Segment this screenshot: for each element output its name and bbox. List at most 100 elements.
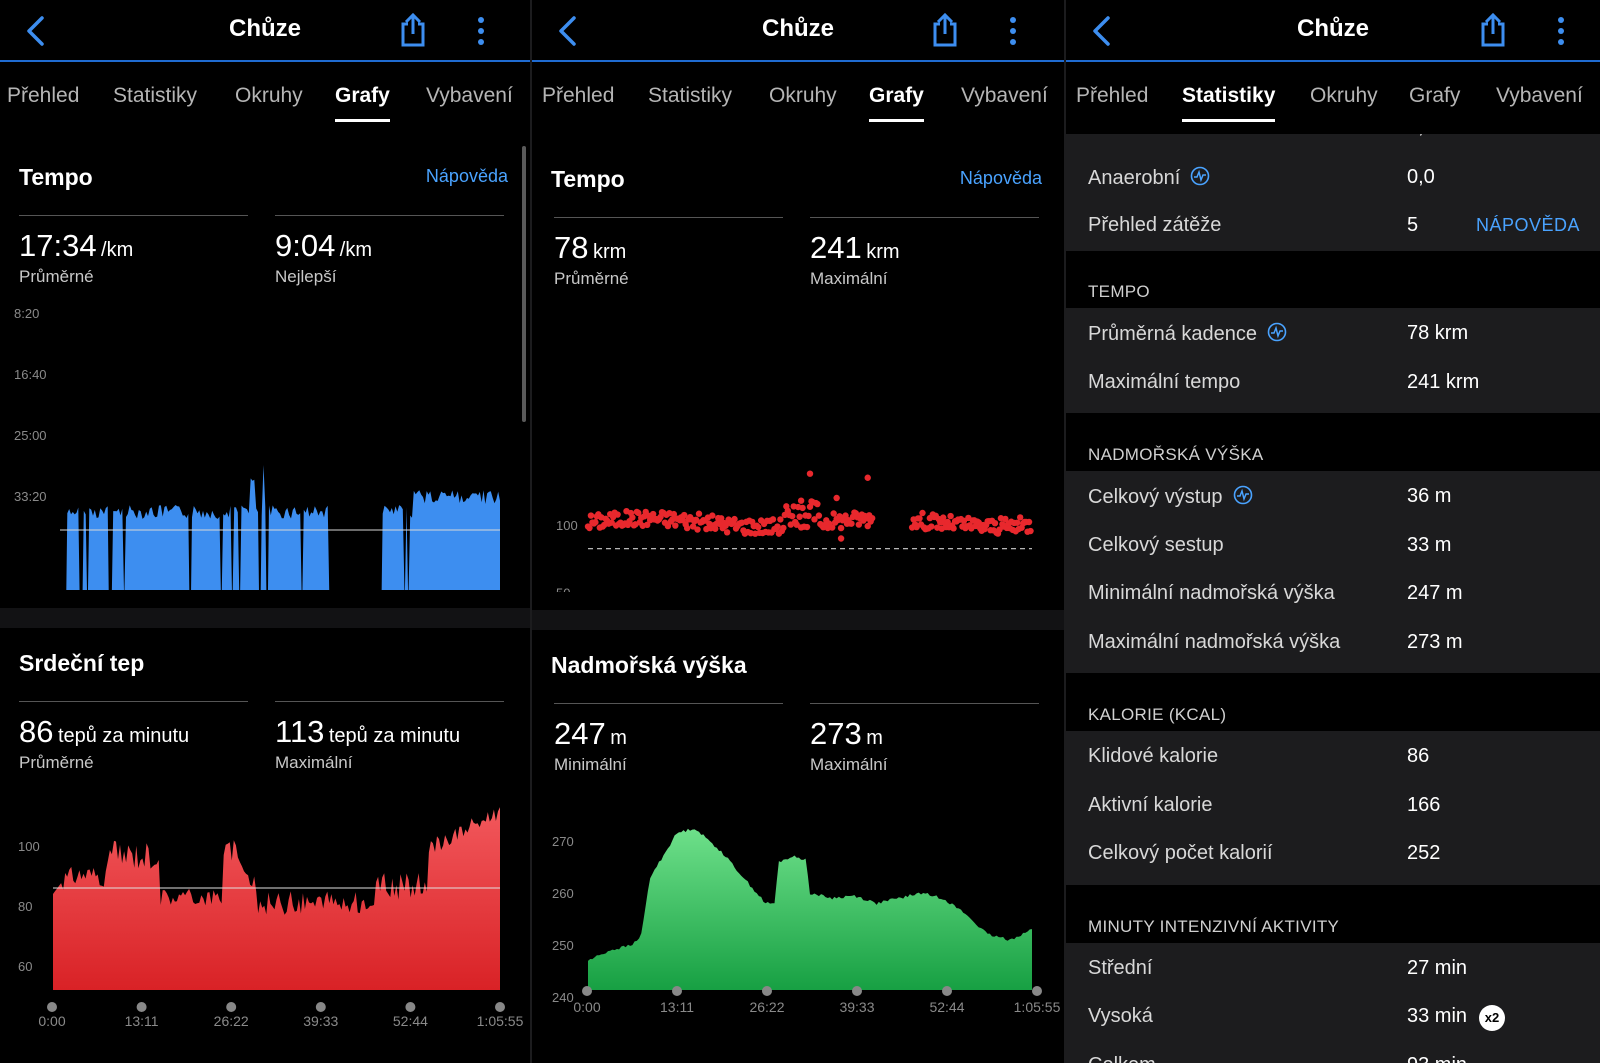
stat-value: 241 <box>810 230 862 265</box>
tab-laps[interactable]: Okruhy <box>769 84 837 107</box>
stats-group-background <box>1066 942 1600 1063</box>
cadence-point <box>837 524 845 532</box>
tab-overview[interactable]: Přehled <box>542 84 615 107</box>
y-tick-label: 8:20 <box>14 306 39 321</box>
avg-cadence-stat: 78 krm Průměrné <box>554 217 783 289</box>
y-tick-label: 250 <box>552 938 574 953</box>
heart-rate-chart: 100 80 60 0:00 13:11 26:22 39:33 52:44 1:05:55 <box>18 807 524 1029</box>
card-title: Tempo <box>551 166 625 192</box>
back-arrow-icon[interactable] <box>1088 14 1116 48</box>
x-tick-dot <box>495 1002 505 1012</box>
share-icon[interactable] <box>398 12 428 48</box>
cadence-point <box>868 514 876 522</box>
cadence-chart: 1005000:0013:1126:2239:3352:441:05:55Čas… <box>556 470 1034 592</box>
y-tick-label: 80 <box>18 899 32 914</box>
stat-unit: krm <box>592 241 627 263</box>
cadence-point <box>731 515 738 523</box>
tab-bar: Přehled Statistiky Okruhy Grafy Vybavení <box>0 64 530 136</box>
help-link[interactable]: Nápověda <box>425 166 508 186</box>
cadence-point <box>919 509 926 517</box>
tab-statistics[interactable]: Statistiky <box>113 84 198 107</box>
cadence-point <box>848 520 855 527</box>
stat-label: Průměrná kadence <box>1088 322 1287 346</box>
back-arrow-icon[interactable] <box>554 14 582 48</box>
x-tick-dot <box>672 986 682 996</box>
stat-value: 273 m <box>1407 630 1463 653</box>
cadence-point <box>815 512 823 519</box>
cadence-point <box>1014 519 1021 526</box>
stats-group-background <box>1066 471 1600 673</box>
more-options-icon[interactable] <box>1008 16 1018 46</box>
more-options-icon[interactable] <box>476 16 486 46</box>
cadence-outlier-point <box>837 535 845 542</box>
x-tick-dot <box>136 1002 147 1012</box>
tab-gear[interactable]: Vybavení <box>1496 84 1583 107</box>
help-link[interactable]: Nápověda <box>959 168 1042 188</box>
stat-row: Minimální nadmořská výška 247 m <box>1088 582 1580 616</box>
x-tick-dot <box>942 986 952 996</box>
x-tick-dot <box>226 1002 237 1012</box>
tab-gear[interactable]: Vybavení <box>961 84 1048 107</box>
panel-graphs-cadence-elevation: Chůze Přehled Statistiky Okruhy Grafy Vy… <box>532 0 1064 1063</box>
stat-value: 78 <box>554 230 589 265</box>
stat-unit: m <box>866 727 883 749</box>
avg-hr-stat: 86 tepů za minutu Průměrné <box>19 701 248 773</box>
cadence-point <box>928 523 935 530</box>
scrollbar[interactable] <box>522 146 526 422</box>
app-header: Chůze <box>0 0 530 62</box>
tab-statistics[interactable]: Statistiky <box>648 84 733 107</box>
stat-value: 252 <box>1407 842 1441 864</box>
tab-graphs[interactable]: Grafy <box>869 84 924 122</box>
cadence-point <box>814 500 821 508</box>
x-tick-dot <box>1032 986 1042 996</box>
stats-group-background <box>1066 116 1600 251</box>
pace-card: Tempo Nápověda 17:34 /km Průměrné 9:04 /… <box>0 140 530 608</box>
more-options-icon[interactable] <box>1556 16 1566 46</box>
stat-value: 247 m <box>1407 582 1463 604</box>
cadence-point <box>644 521 651 529</box>
x-tick-label: 39:33 <box>303 1013 338 1029</box>
stat-row: Celkem 93 min <box>1088 1054 1580 1063</box>
help-link[interactable]: NÁPOVĚDA <box>1475 215 1580 235</box>
section-header: TEMPO <box>1088 282 1150 301</box>
cadence-point <box>811 516 818 523</box>
back-arrow-icon[interactable] <box>22 14 50 48</box>
cadence-point <box>864 522 871 530</box>
cadence-point <box>694 526 701 533</box>
share-icon[interactable] <box>1478 12 1508 48</box>
x-tick-label: 13:11 <box>125 1013 159 1029</box>
tab-overview[interactable]: Přehled <box>7 84 80 107</box>
card-divider <box>0 608 530 628</box>
tab-statistics[interactable]: Statistiky <box>1182 84 1276 122</box>
section-header: MINUTY INTENZIVNÍ AKTIVITY <box>1088 916 1340 936</box>
stat-value: 27 min <box>1407 956 1468 979</box>
share-icon[interactable] <box>930 12 960 48</box>
cadence-point <box>723 529 731 536</box>
stat-value: 241 krm <box>1407 370 1480 393</box>
tab-laps[interactable]: Okruhy <box>1310 84 1378 107</box>
tab-overview[interactable]: Přehled <box>1076 84 1149 107</box>
y-tick-label: 60 <box>18 959 32 974</box>
stat-label: Maximální tempo <box>1088 370 1241 393</box>
stat-label: Maximální <box>810 755 888 774</box>
y-tick-label: 270 <box>552 834 574 849</box>
tab-graphs[interactable]: Grafy <box>1409 84 1461 107</box>
page-title: Chůze <box>762 15 834 42</box>
stat-row: Vysoká 33 min x2 <box>1088 1005 1580 1039</box>
cadence-point <box>805 512 812 520</box>
tab-laps[interactable]: Okruhy <box>235 84 303 107</box>
cadence-point <box>670 510 678 518</box>
stat-row: Střední 27 min <box>1088 957 1580 991</box>
activity-info-icon[interactable] <box>1190 166 1210 186</box>
heart-rate-card: Srdeční tep 86 tepů za minutu Průměrné 1… <box>0 628 530 1063</box>
tab-gear[interactable]: Vybavení <box>426 84 513 107</box>
stat-value: 5 <box>1407 214 1419 236</box>
x-tick-dot <box>405 1002 416 1012</box>
tab-graphs[interactable]: Grafy <box>335 84 390 122</box>
activity-info-icon[interactable] <box>1233 485 1252 505</box>
activity-info-icon[interactable] <box>1267 322 1287 342</box>
cadence-point <box>629 514 636 521</box>
